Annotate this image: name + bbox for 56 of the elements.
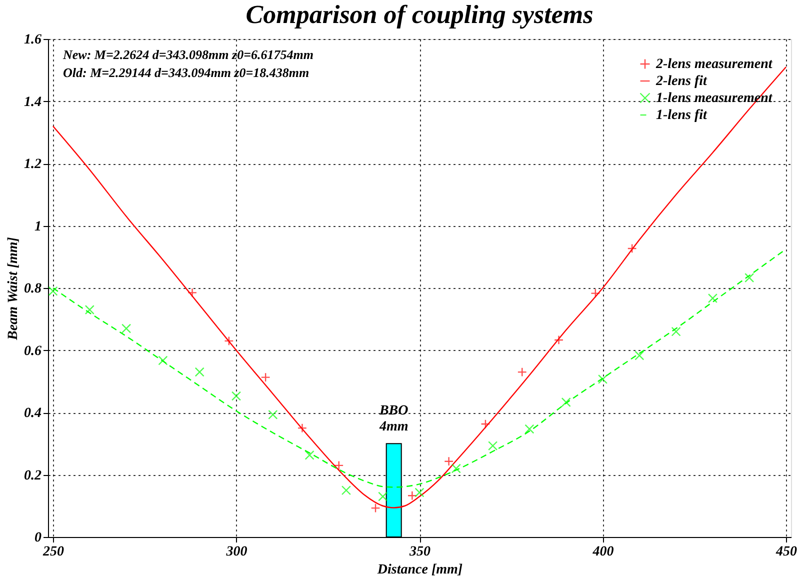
- point: [334, 460, 344, 470]
- point: [370, 503, 380, 513]
- x-tick-label: 300: [225, 544, 248, 560]
- point: [297, 423, 308, 433]
- legend-label: 1-lens fit: [656, 108, 708, 123]
- point: [48, 286, 58, 296]
- point: [407, 490, 417, 500]
- point: [122, 324, 132, 334]
- point: [187, 288, 198, 298]
- point: [451, 464, 461, 474]
- x-axis-title: Distance [mm]: [376, 562, 463, 578]
- point: [598, 374, 608, 384]
- x-tick-label: 400: [592, 544, 614, 560]
- point: [194, 367, 204, 377]
- annotation: Old: M=2.29144 d=343.094mm z0=18.438mm: [63, 65, 310, 80]
- y-tick-label: 0.2: [24, 468, 42, 484]
- y-tick-label: 1: [34, 219, 42, 234]
- point: [590, 288, 600, 298]
- point: [84, 305, 94, 315]
- y-tick-label: 0.4: [24, 406, 42, 421]
- point: [378, 492, 388, 502]
- y-tick-label: 1.4: [24, 94, 42, 110]
- point: [744, 272, 754, 283]
- y-tick-label: 1.2: [24, 157, 42, 172]
- point: [268, 410, 278, 420]
- point: [158, 356, 168, 366]
- x-tick-label: 350: [408, 544, 430, 560]
- point: [341, 486, 351, 496]
- point: [231, 391, 242, 401]
- annotation: BBO 4mm: [378, 404, 408, 435]
- point: [671, 326, 681, 336]
- y-tick-label: 0.6: [24, 344, 42, 359]
- point: [480, 419, 490, 429]
- y-tick-label: 0.8: [24, 282, 42, 296]
- chart-title: Comparison of coupling systems: [246, 0, 594, 29]
- point: [444, 456, 454, 466]
- x-tick-label: 450: [775, 544, 797, 560]
- point: [517, 367, 527, 377]
- legend-label: 2-lens fit: [655, 74, 708, 89]
- point: [224, 336, 234, 346]
- y-tick-label: 1.6: [24, 32, 42, 48]
- point: [488, 441, 498, 451]
- x-tick-label: 250: [42, 544, 64, 560]
- y-tick-label: 0: [34, 530, 42, 546]
- point: [554, 335, 564, 345]
- point: [304, 450, 314, 460]
- point: [524, 424, 534, 434]
- legend-label: 2-lens measurement: [655, 57, 774, 72]
- annotation: New: M=2.2624 d=343.098mm z0=6.61754mm: [62, 47, 314, 62]
- point: [627, 244, 637, 254]
- point: [561, 397, 571, 408]
- point: [634, 350, 644, 360]
- point: [260, 372, 270, 382]
- point: [414, 488, 424, 498]
- point: [708, 293, 718, 304]
- y-axis-title: Beam Waist [mm]: [6, 236, 21, 341]
